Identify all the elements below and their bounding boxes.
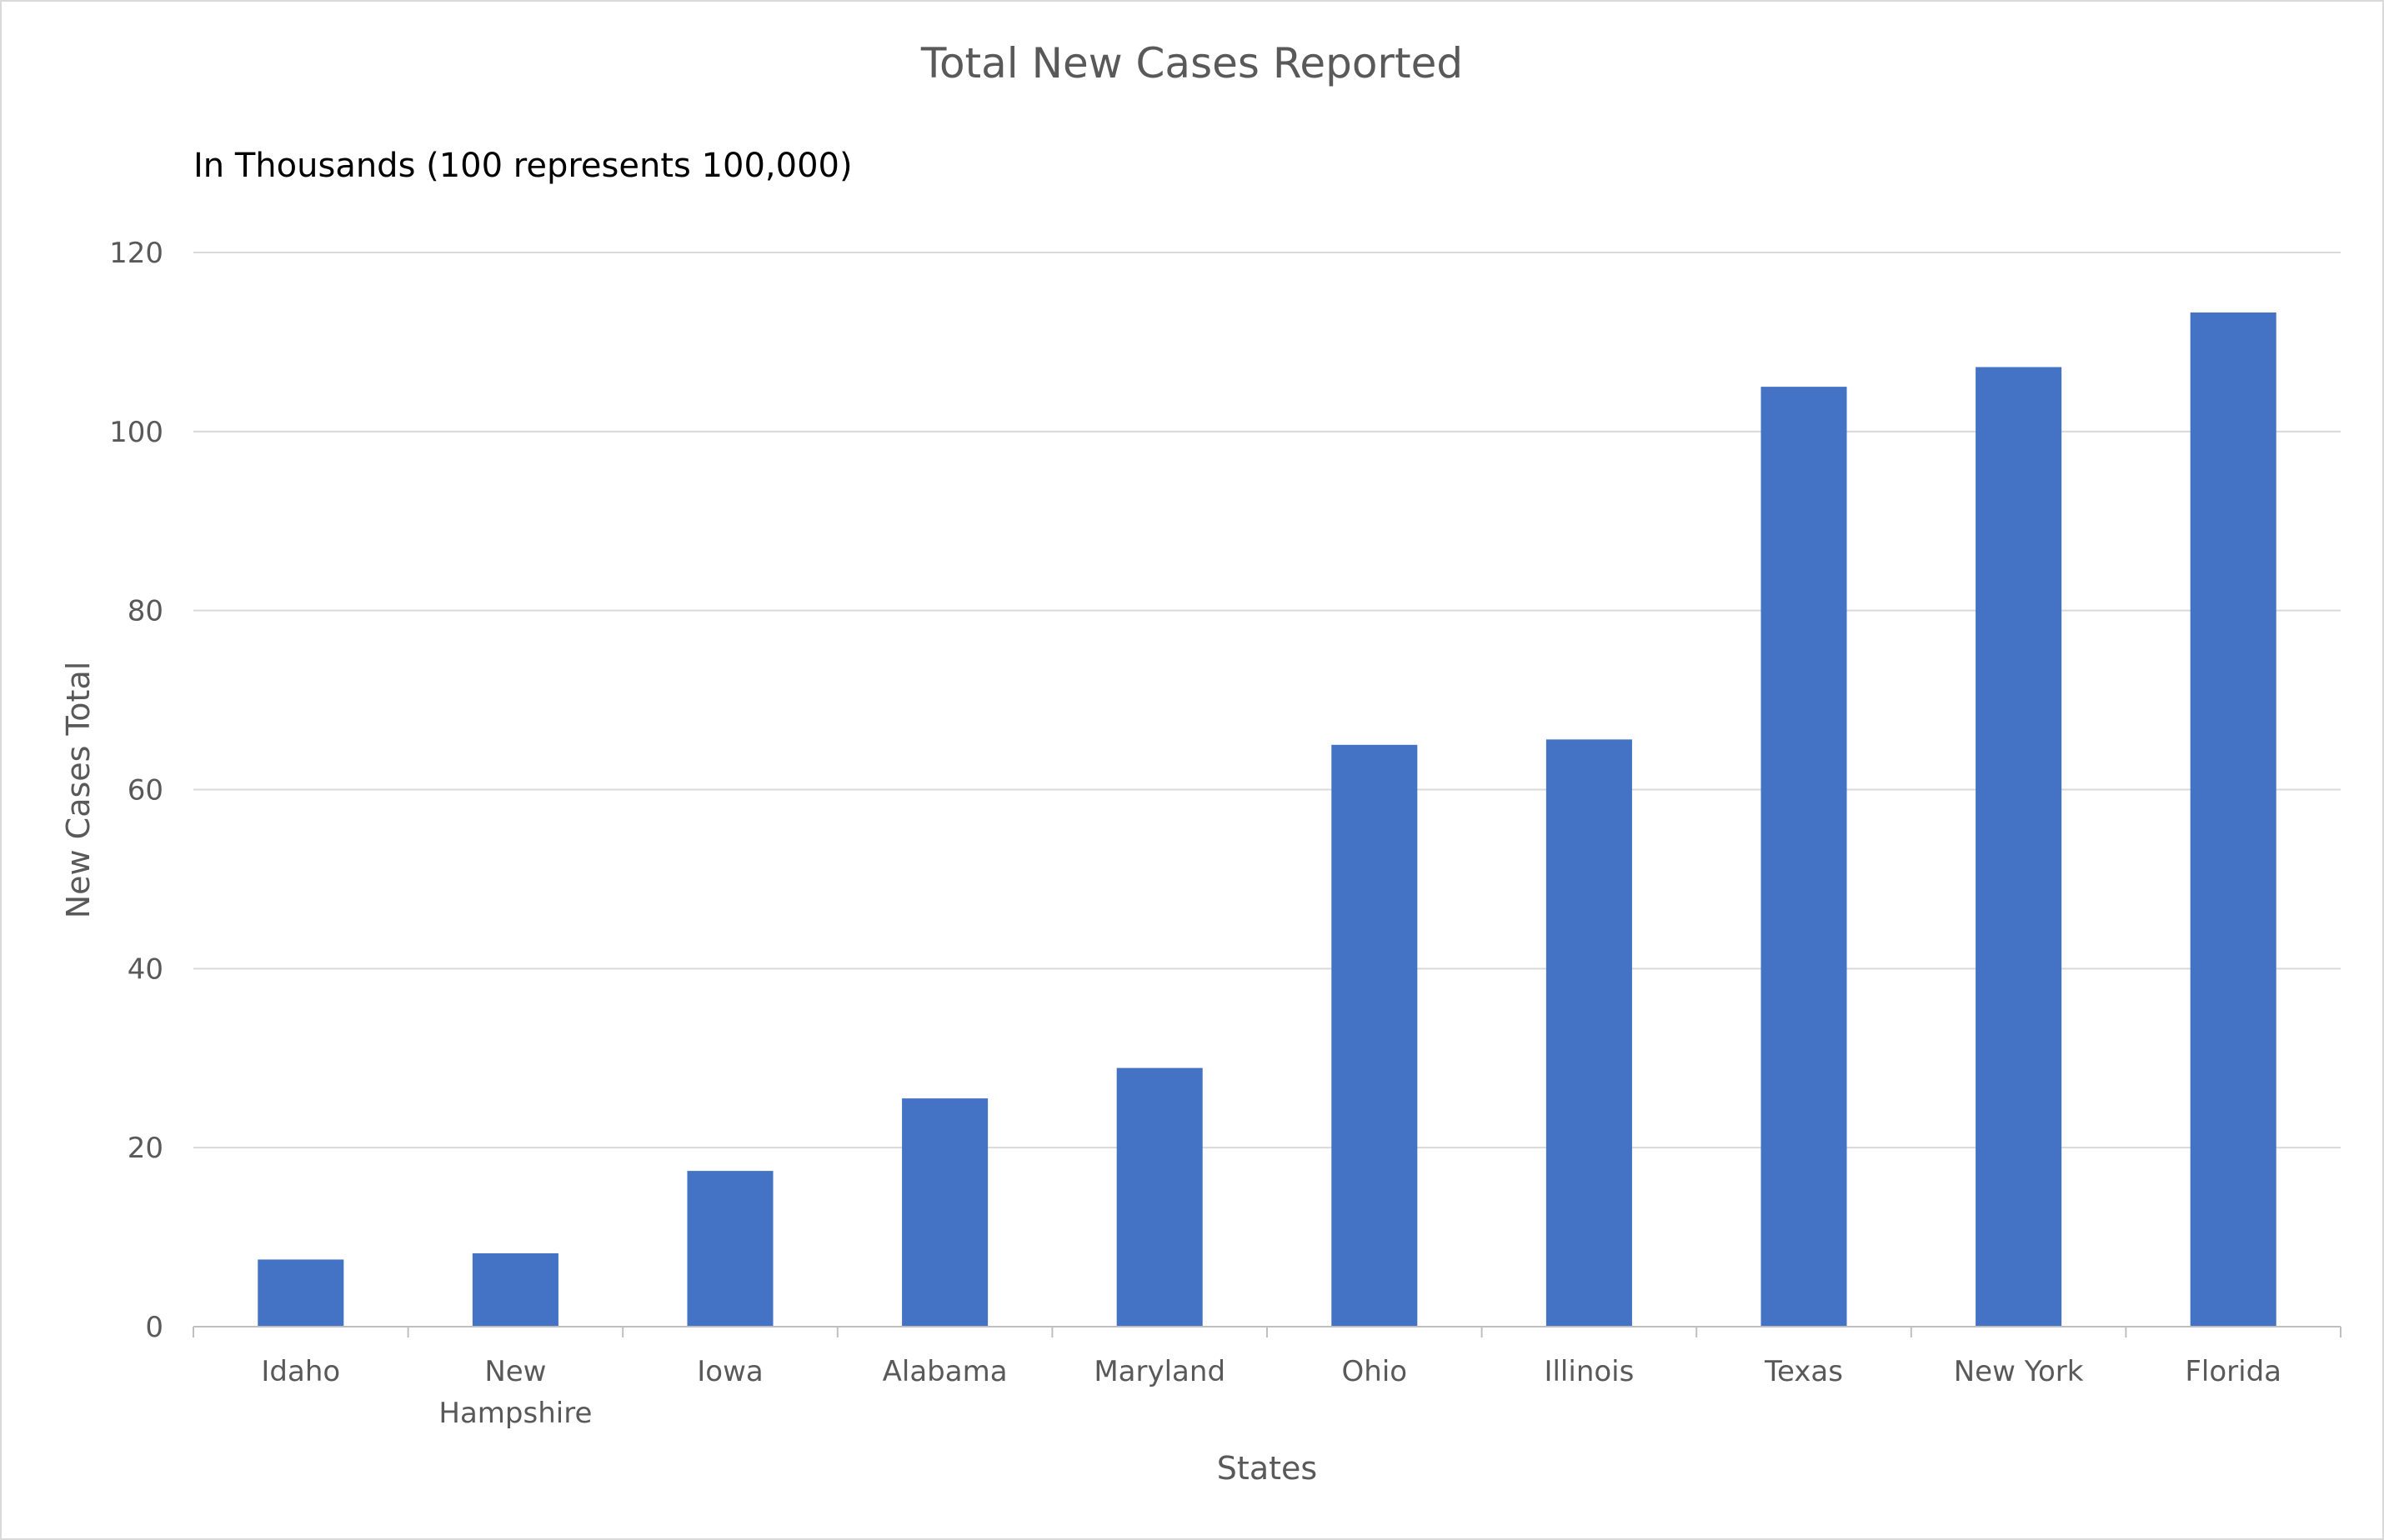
bar-new-hampshire <box>472 1252 558 1327</box>
y-tick-label: 60 <box>128 774 163 808</box>
y-tick-label: 40 <box>128 952 163 986</box>
bar-new-york <box>1976 367 2062 1327</box>
bar-ohio <box>1331 744 1418 1327</box>
y-tick-label: 100 <box>109 416 163 449</box>
bar-iowa <box>687 1171 774 1327</box>
y-axis-title: New Cases Total <box>60 662 97 919</box>
chart-subtitle: In Thousands (100 represents 100,000) <box>193 147 853 185</box>
x-tick-label: Idaho <box>261 1355 340 1388</box>
bars <box>258 312 2276 1327</box>
x-tick-label: Florida <box>2185 1355 2281 1388</box>
bar-texas <box>1760 387 1847 1327</box>
x-axis <box>193 1326 2341 1338</box>
bar-idaho <box>258 1259 344 1327</box>
y-tick-label: 80 <box>128 595 163 628</box>
x-tick-label: Iowa <box>697 1355 763 1388</box>
x-tick-label: New York <box>1954 1355 2084 1388</box>
bar-alabama <box>902 1098 989 1327</box>
x-tick-label: Illinois <box>1544 1355 1634 1388</box>
x-tick-label: Texas <box>1764 1355 1843 1388</box>
chart-title: Total New Cases Reported <box>920 39 1463 88</box>
bar-maryland <box>1116 1068 1203 1327</box>
y-tick-label: 20 <box>128 1132 163 1165</box>
x-tick-label: Alabama <box>883 1355 1008 1388</box>
x-tick-label: Ohio <box>1342 1355 1408 1388</box>
x-tick-label: Maryland <box>1094 1355 1225 1388</box>
y-tick-label: 120 <box>109 237 163 270</box>
x-tick-label: Hampshire <box>438 1397 592 1430</box>
bar-illinois <box>1545 739 1632 1327</box>
x-axis-title: States <box>1217 1450 1317 1487</box>
y-tick-label: 0 <box>145 1311 163 1344</box>
y-axis-ticks: 0 20 40 60 80 100 120 <box>109 237 163 1344</box>
bar-florida <box>2190 312 2276 1327</box>
x-tick-label: New <box>484 1355 546 1388</box>
x-axis-tick-labels: Idaho New Hampshire Iowa Alabama Maryland Ohio… <box>261 1355 2281 1430</box>
